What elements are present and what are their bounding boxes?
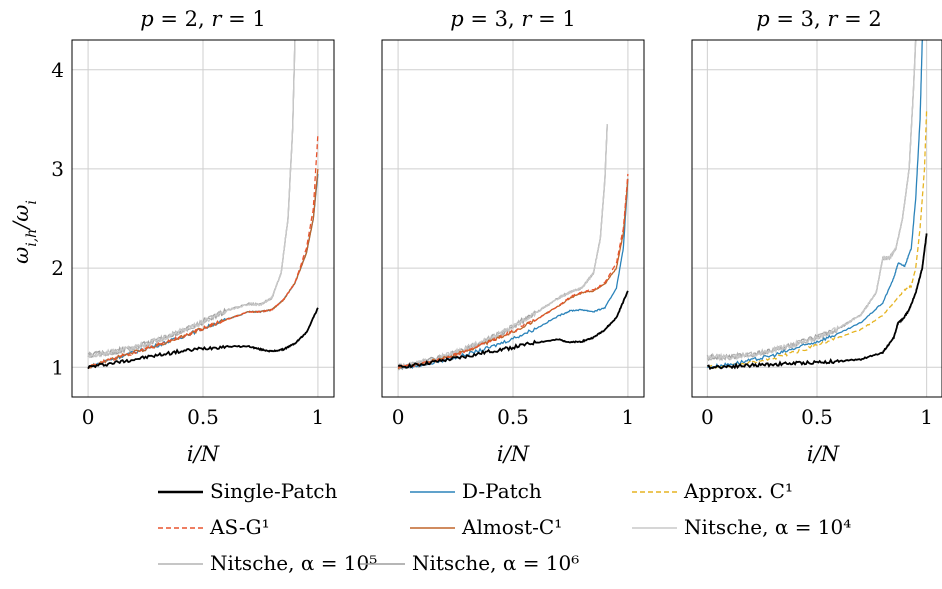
series-line-nitsche-10-4 bbox=[707, 40, 917, 362]
panel-title-part: r bbox=[827, 7, 839, 31]
legend-label: Single-Patch bbox=[210, 479, 337, 503]
legend: Single-Patch D-Patch Approx. C¹ AS-G¹ Almost… bbox=[158, 479, 851, 575]
x-axis-label: i/N bbox=[807, 442, 840, 466]
legend-label: Nitsche, α = 10⁶ bbox=[412, 551, 579, 575]
x-axis-label: i/N bbox=[497, 442, 530, 466]
panel-3: 0 0.5 1 p = 3, r = 2 i/N bbox=[691, 7, 942, 466]
series-line-nitsche-10-6 bbox=[87, 40, 296, 359]
x-tick-label: 0 bbox=[82, 405, 95, 429]
series-group bbox=[706, 40, 928, 371]
panel-title-part: = 1 bbox=[531, 7, 575, 31]
x-axis-label: i/N bbox=[187, 442, 220, 466]
series-line-nitsche-10-5 bbox=[87, 40, 296, 358]
x-tick-label: 0 bbox=[392, 405, 405, 429]
y-tick-label: 1 bbox=[51, 355, 64, 379]
legend-label: Almost-C¹ bbox=[461, 515, 562, 539]
series-group bbox=[397, 124, 629, 371]
series-line-d-patch bbox=[706, 40, 923, 369]
series-line-nitsche-10-5 bbox=[397, 124, 608, 371]
series-line-nitsche-10-6 bbox=[706, 40, 917, 362]
panel-title-part: p bbox=[756, 7, 769, 31]
panel-title-part: = 2 bbox=[837, 7, 881, 31]
legend-label: Nitsche, α = 10⁴ bbox=[684, 515, 851, 539]
series-line-single-patch bbox=[398, 290, 629, 369]
panel-frame bbox=[381, 39, 645, 398]
y-tick-label: 3 bbox=[51, 157, 64, 181]
panel-title: p = 3, r = 1 bbox=[450, 7, 575, 31]
series-line-single-patch bbox=[87, 307, 319, 370]
x-tick-label: 1 bbox=[312, 405, 325, 429]
panel-title-part: = 3, bbox=[464, 7, 522, 31]
panel-title-part: p bbox=[450, 7, 463, 31]
x-tick-label: 0.5 bbox=[801, 405, 833, 429]
y-axis-label: ωi,h/ωi bbox=[9, 200, 40, 264]
series-line-almost-c-1 bbox=[397, 178, 629, 370]
panel-title-part: r bbox=[211, 7, 223, 31]
x-tick-label: 1 bbox=[622, 405, 635, 429]
panel-frame bbox=[71, 39, 335, 398]
x-tick-label: 0.5 bbox=[187, 405, 219, 429]
series-line-nitsche-10-5 bbox=[706, 40, 917, 361]
series-line-single-patch bbox=[707, 233, 928, 371]
panel-title-part: = 2, bbox=[154, 7, 212, 31]
y-tick-label: 4 bbox=[51, 58, 64, 82]
panel-title: p = 3, r = 2 bbox=[756, 7, 881, 31]
panel-title-part: r bbox=[521, 7, 533, 31]
series-line-nitsche-10-4 bbox=[397, 124, 608, 370]
legend-label: D-Patch bbox=[462, 479, 542, 503]
series-group bbox=[87, 40, 319, 370]
legend-label: Approx. C¹ bbox=[683, 479, 793, 503]
panel-title-part: = 1 bbox=[221, 7, 265, 31]
x-tick-label: 1 bbox=[920, 405, 933, 429]
legend-label: AS-G¹ bbox=[209, 515, 270, 539]
panel-title-part: = 3, bbox=[770, 7, 828, 31]
panel-1: 0 0.5 1 1 2 3 4 p = 2, r = 1 i/N bbox=[51, 7, 335, 466]
panel-title: p = 2, r = 1 bbox=[140, 7, 265, 31]
x-tick-label: 0 bbox=[701, 405, 714, 429]
legend-label: Nitsche, α = 10⁵ bbox=[210, 551, 377, 575]
series-line-nitsche-10-4 bbox=[87, 40, 296, 359]
panel-title-part: p bbox=[140, 7, 153, 31]
panel-frame bbox=[691, 39, 942, 398]
x-tick-label: 0.5 bbox=[497, 405, 529, 429]
series-line-approx-c-1 bbox=[707, 109, 928, 369]
series-line-as-g-1 bbox=[87, 134, 319, 368]
series-line-as-g-1 bbox=[398, 173, 629, 369]
y-tick-label: 2 bbox=[51, 256, 64, 280]
panel-2: 0 0.5 1 p = 3, r = 1 i/N bbox=[381, 7, 645, 466]
